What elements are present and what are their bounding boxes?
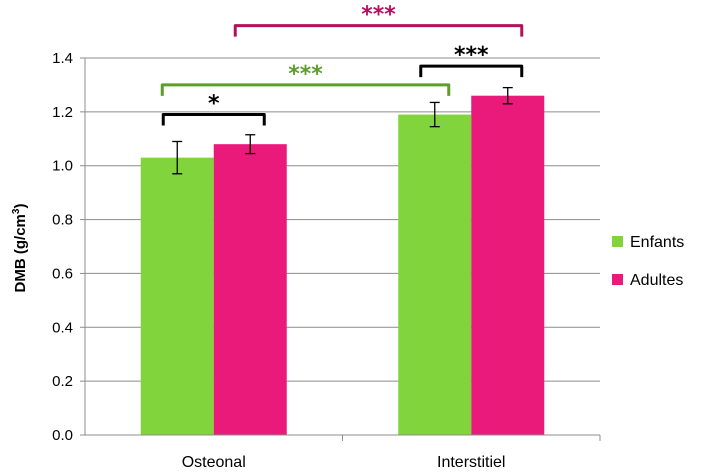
bars	[141, 96, 545, 435]
legend-swatch-adultes	[612, 274, 623, 285]
y-axis-ticks: 0.0 0.2 0.4 0.6 0.8 1.0 1.2 1.4	[52, 50, 85, 444]
significance-label: ***	[454, 43, 489, 68]
y-tick-label: 0.6	[52, 265, 73, 282]
x-axis-categories: Osteonal Interstitiel	[182, 454, 506, 471]
y-axis-title: DMB (g/cm3)	[11, 204, 29, 293]
legend-label-adultes: Adultes	[630, 272, 683, 289]
y-tick-label: 1.2	[52, 104, 73, 121]
y-tick-label: 0.4	[52, 319, 73, 336]
bar-adultes-interstitiel	[471, 96, 544, 435]
significance-brackets: **********	[162, 3, 522, 126]
y-tick-label: 1.4	[52, 50, 73, 67]
x-category-label: Interstitiel	[437, 454, 505, 471]
legend: Enfants Adultes	[612, 234, 684, 289]
significance-label: *	[208, 92, 220, 117]
legend-label-enfants: Enfants	[630, 234, 684, 251]
bar-enfants-interstitiel	[398, 115, 471, 435]
x-category-label: Osteonal	[182, 454, 246, 471]
y-tick-label: 0.0	[52, 427, 73, 444]
significance-label: ***	[361, 3, 396, 28]
significance-label: ***	[288, 62, 323, 87]
y-tick-label: 0.2	[52, 373, 73, 390]
y-tick-label: 0.8	[52, 212, 73, 229]
y-tick-label: 1.0	[52, 158, 73, 175]
bar-enfants-osteonal	[141, 158, 214, 435]
bar-adultes-osteonal	[214, 144, 287, 435]
legend-swatch-enfants	[612, 236, 623, 247]
